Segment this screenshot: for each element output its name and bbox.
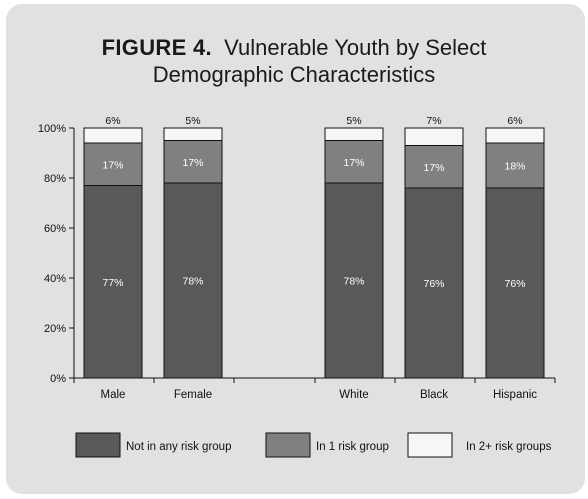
value-label-in-2-plus: 6% xyxy=(507,115,522,127)
y-tick-label: 20% xyxy=(44,323,66,335)
value-label-not-in-any: 77% xyxy=(102,277,123,289)
bar-segment-not-in-any xyxy=(404,187,464,379)
value-label-not-in-any: 76% xyxy=(504,278,525,290)
value-label-in-2-plus: 6% xyxy=(105,115,120,127)
bar-segment-in-1 xyxy=(324,140,384,184)
value-label-in-1: 17% xyxy=(102,159,123,171)
x-category-label: Hispanic xyxy=(493,389,537,401)
legend-label: In 2+ risk groups xyxy=(466,441,552,453)
value-label-in-1: 17% xyxy=(343,157,364,169)
chart-bars: 77% 17% 6% Male 78% 17% 5% Female 78% 17% 5% White 7… xyxy=(83,115,545,401)
title-text-1: Vulnerable Youth by Select xyxy=(224,35,487,60)
bar-segment-not-in-any xyxy=(163,182,223,379)
value-label-not-in-any: 78% xyxy=(343,276,364,288)
bar-segment-in-1 xyxy=(163,140,223,184)
value-label-in-2-plus: 5% xyxy=(346,115,361,127)
title-line-1: FIGURE 4. Vulnerable Youth by Select xyxy=(0,34,588,61)
y-tick-label: 60% xyxy=(44,223,66,235)
bar-segment-in-2-plus xyxy=(83,127,143,144)
value-label-in-1: 17% xyxy=(423,162,444,174)
chart-legend: Not in any risk group In 1 risk group In 2… xyxy=(75,432,552,458)
figure-label: FIGURE 4. xyxy=(101,35,212,60)
legend-swatch-not-in-any xyxy=(75,432,121,458)
legend-label: In 1 risk group xyxy=(316,441,389,453)
value-label-in-1: 18% xyxy=(504,161,525,173)
y-tick-label: 40% xyxy=(44,273,66,285)
bar-segment-in-1 xyxy=(485,142,545,189)
bar-segment-in-2-plus xyxy=(163,127,223,141)
value-label-in-2-plus: 5% xyxy=(185,115,200,127)
x-category-label: White xyxy=(339,389,368,401)
legend-swatch-in-1 xyxy=(265,432,311,458)
y-tick-label: 80% xyxy=(44,173,66,185)
bar-segment-in-2-plus xyxy=(485,127,545,144)
bar-segment-not-in-any xyxy=(485,187,545,379)
value-label-not-in-any: 76% xyxy=(423,278,444,290)
x-category-label: Male xyxy=(101,389,126,401)
legend-label: Not in any risk group xyxy=(126,441,231,453)
y-tick-label: 0% xyxy=(50,373,66,385)
bar-segment-not-in-any xyxy=(324,182,384,379)
chart-axes: 0% 20% 40% 60% 80% 100% xyxy=(38,123,556,385)
chart-title: FIGURE 4. Vulnerable Youth by Select Dem… xyxy=(0,34,588,88)
bar-segment-in-2-plus xyxy=(404,127,464,146)
x-category-label: Female xyxy=(174,389,212,401)
x-category-label: Black xyxy=(420,389,448,401)
title-line-2: Demographic Characteristics xyxy=(152,62,436,87)
value-label-in-1: 17% xyxy=(182,157,203,169)
bar-segment-in-2-plus xyxy=(324,127,384,141)
value-label-not-in-any: 78% xyxy=(182,276,203,288)
value-label-in-2-plus: 7% xyxy=(426,115,441,127)
y-tick-label: 100% xyxy=(38,123,66,135)
legend-swatch-in-2-plus xyxy=(407,432,453,458)
bar-segment-not-in-any xyxy=(83,185,143,379)
